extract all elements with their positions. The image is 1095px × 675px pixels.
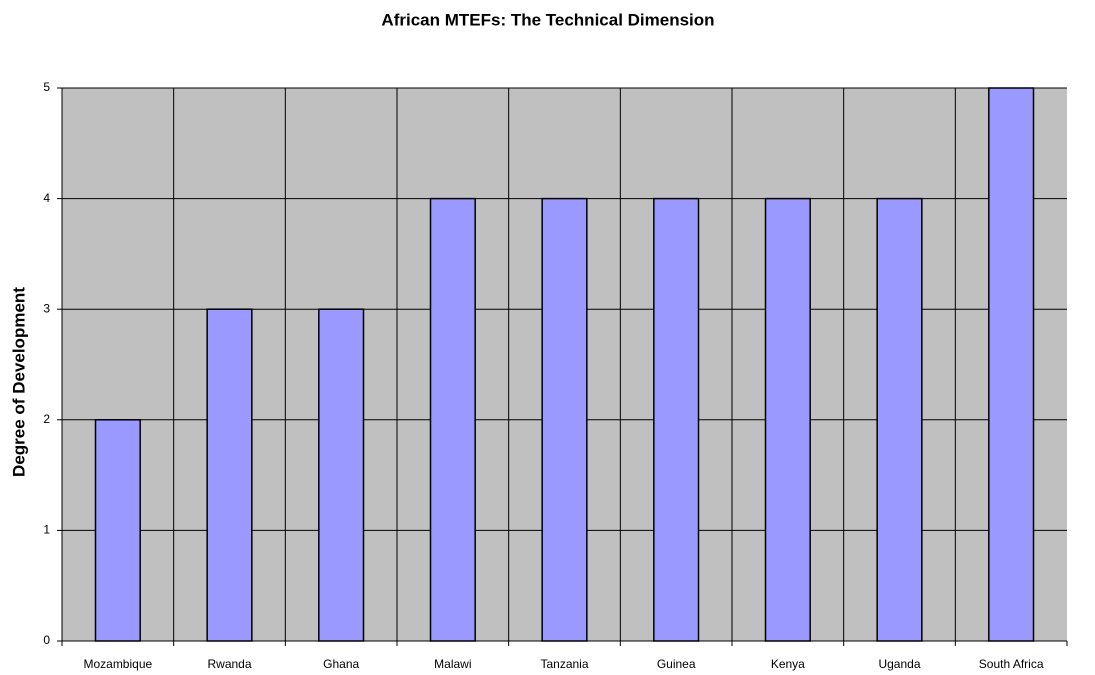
x-tick-label: South Africa (979, 657, 1044, 671)
x-tick-label: Rwanda (207, 657, 251, 671)
bar (876, 197, 923, 642)
chart-title: African MTEFs: The Technical Dimension (381, 10, 714, 29)
y-tick-label: 4 (43, 191, 50, 205)
x-tick-label: Malawi (434, 657, 471, 671)
x-tick-label: Mozambique (83, 657, 152, 671)
y-axis-label: Degree of Development (9, 287, 28, 477)
y-label-group: Degree of Development (9, 287, 28, 477)
bar (541, 197, 588, 642)
bar (94, 419, 141, 642)
x-tick-label: Tanzania (540, 657, 588, 671)
bar (653, 197, 700, 642)
x-tick-label: Ghana (323, 657, 359, 671)
bar (429, 197, 476, 642)
y-tick-label: 2 (43, 412, 50, 426)
bar (318, 308, 365, 642)
y-tick-label: 3 (43, 301, 50, 315)
bar (206, 308, 253, 642)
x-tick-label: Guinea (657, 657, 696, 671)
x-tick-label: Uganda (878, 657, 920, 671)
y-tick-label: 5 (43, 80, 50, 94)
bar (764, 197, 811, 642)
y-tick-label: 0 (43, 633, 50, 647)
bar (988, 87, 1035, 642)
x-tick-label: Kenya (771, 657, 805, 671)
y-tick-label: 1 (43, 523, 50, 537)
